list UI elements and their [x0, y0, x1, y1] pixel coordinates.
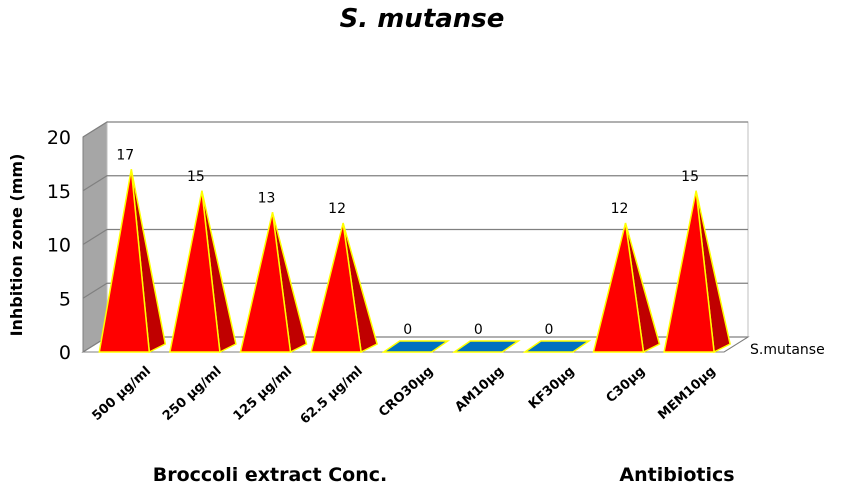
bar-zero-marker [451, 340, 521, 353]
bar-front-face [98, 169, 151, 353]
series-label: S.mutanse [750, 342, 825, 358]
bar-zero-marker [381, 340, 451, 353]
x-tick-label: 62.5 µg/ml [298, 364, 366, 427]
data-label: 17 [116, 147, 134, 163]
bar [451, 340, 521, 353]
data-label: 0 [544, 322, 553, 338]
data-label: 0 [474, 322, 483, 338]
y-axis-label: Inhbition zone (mm) [7, 154, 26, 337]
group-label-antibiotics: Antibiotics [619, 464, 734, 486]
bar [310, 222, 378, 354]
bar-front-face [168, 190, 221, 353]
y-tick-label: 0 [59, 342, 71, 364]
group-label-broccoli: Broccoli extract Conc. [153, 464, 388, 486]
bar [381, 340, 451, 353]
bar [592, 222, 661, 354]
data-labels: 17 15 13 12 0 0 0 12 15 [116, 147, 699, 338]
y-axis-ticks: 0 5 10 15 20 [47, 127, 71, 364]
x-tick-label: 250 µg/ml [160, 364, 225, 424]
y-tick-label: 10 [47, 235, 71, 257]
x-tick-label: KF30µg [526, 364, 578, 413]
x-tick-label: AM10µg [452, 364, 507, 415]
x-tick-label: MEM10µg [655, 364, 718, 423]
y-tick-label: 15 [47, 181, 71, 203]
bar-front-face [663, 190, 715, 353]
data-label: 15 [681, 169, 699, 185]
bar-zero-marker [522, 340, 592, 353]
y-tick-label: 20 [47, 127, 71, 149]
x-tick-label: CRO30µg [376, 364, 436, 420]
x-tick-label: 500 µg/ml [89, 364, 154, 424]
data-label: 15 [187, 169, 205, 185]
bar [98, 169, 167, 354]
bar [168, 190, 237, 354]
x-axis-ticks: 500 µg/ml 250 µg/ml 125 µg/ml 62.5 µg/ml CRO… [89, 364, 718, 427]
bars [98, 169, 731, 354]
gridline [82, 228, 748, 246]
data-label: 13 [258, 190, 276, 206]
bar-front-face [310, 222, 362, 353]
gridline [82, 282, 748, 299]
bar-front-face [239, 212, 292, 353]
x-tick-label: 125 µg/ml [231, 364, 296, 424]
x-tick-label: C30µg [604, 364, 649, 406]
bar-front-face [592, 222, 645, 353]
bar [239, 212, 308, 354]
y-tick-label: 5 [59, 288, 71, 310]
chart-title: S. mutanse [340, 4, 505, 34]
data-label: 12 [611, 201, 629, 217]
floor-edge [723, 336, 749, 353]
bar [522, 340, 592, 353]
bar [663, 190, 731, 354]
data-label: 12 [328, 201, 346, 217]
gridline [82, 121, 748, 138]
data-label: 0 [403, 322, 412, 338]
gridline [82, 175, 748, 192]
